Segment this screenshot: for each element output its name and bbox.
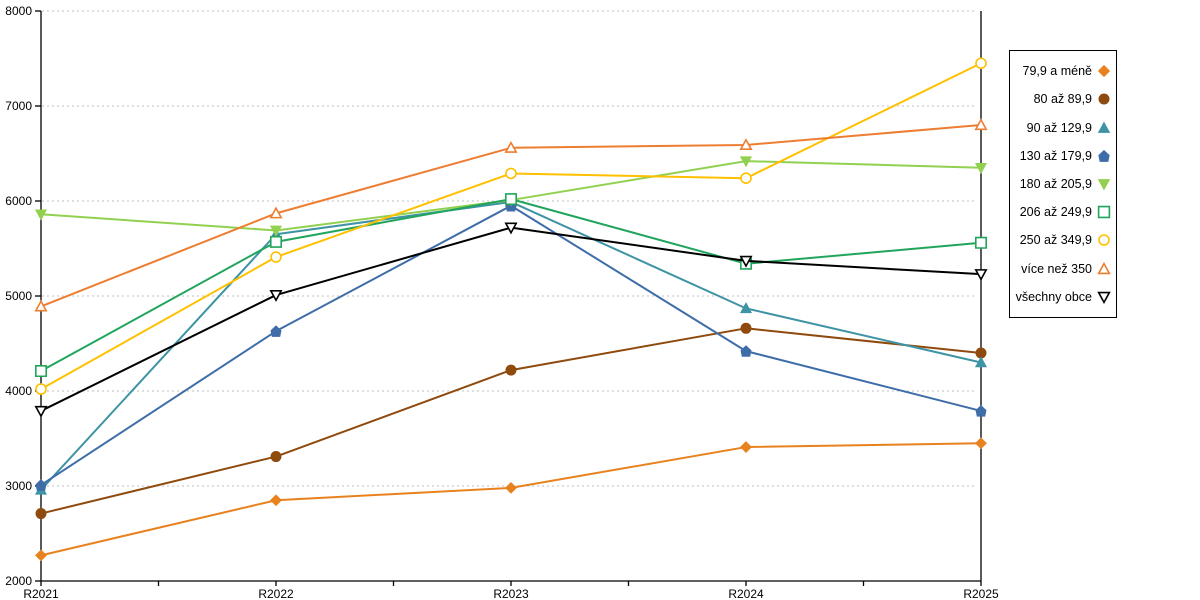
series-3-marker-triangle-up [739,302,753,314]
triangle-up-legend-marker-icon [1097,121,1111,133]
series-4-marker-pentagon [740,345,752,357]
circle-legend-marker-icon [1098,93,1110,105]
legend-label: 90 až 129,9 [1026,120,1092,135]
series-9-marker-triangle-down [269,289,283,302]
series-1-marker-diamond [35,549,47,562]
series-8-marker-triangle-up [269,206,283,219]
series-9-marker-triangle-down [974,269,988,282]
legend-item-9: všechny obce [1014,283,1111,311]
series-6-marker-square [975,236,987,249]
series-6-marker-square [35,365,47,378]
legend-label: 80 až 89,9 [1033,92,1092,107]
diamond-legend-marker-icon [1097,65,1111,78]
series-5-marker-triangle-down [739,156,753,168]
series-2-marker-circle [35,508,47,520]
legend-label: více než 350 [1021,261,1092,276]
series-7-marker-circle [35,383,47,395]
x-axis-tick-label: R2023 [493,587,529,600]
series-6-marker-square [270,235,282,248]
series-line-3 [40,200,982,491]
legend-item-4: 130 až 179,9 [1014,142,1111,170]
series-2-marker-circle [505,364,517,376]
series-line-4 [40,204,982,487]
series-1-marker-diamond [270,494,282,507]
y-axis-tick-label: 3000 [5,479,32,493]
series-6-marker-square [505,193,517,206]
x-axis-tick-label: R2021 [23,587,59,600]
legend-item-7: 250 až 349,9 [1014,226,1111,254]
y-axis-tick-label: 2000 [5,574,32,588]
legend-label: 130 až 179,9 [1019,148,1092,163]
series-3-marker-triangle-up [974,356,988,368]
legend-label: 180 až 205,9 [1019,176,1092,191]
y-axis-tick-label: 6000 [5,194,32,208]
circle-legend-marker-icon [1098,234,1110,247]
series-8-marker-triangle-up [34,299,48,312]
triangle-up-legend-marker-icon [1097,261,1111,274]
y-axis-tick-label: 8000 [5,4,32,18]
series-5-marker-triangle-down [974,162,988,174]
square-legend-marker-icon [1097,206,1111,219]
triangle-down-legend-marker-icon [1097,291,1111,304]
pentagon-legend-marker-icon [1098,149,1110,162]
triangle-down-legend-marker-icon [1097,179,1111,191]
series-9-marker-triangle-down [739,255,753,268]
series-2-marker-circle [740,322,752,334]
series-8-marker-triangle-up [974,118,988,131]
series-9-marker-triangle-down [34,405,48,418]
legend-label: 250 až 349,9 [1019,233,1092,248]
legend-item-5: 180 až 205,9 [1014,170,1111,198]
x-axis-tick-label: R2022 [258,587,294,600]
legend-label: 206 až 249,9 [1019,205,1092,220]
series-7-marker-circle [270,251,282,263]
series-4-marker-pentagon [975,405,987,417]
x-axis-tick-label: R2024 [728,587,764,600]
series-5-marker-triangle-down [34,209,48,221]
y-axis-tick-label: 4000 [5,384,32,398]
series-8-marker-triangle-up [739,138,753,151]
legend-item-1: 79,9 a méně [1014,57,1111,85]
legend-item-3: 90 až 129,9 [1014,114,1111,142]
series-7-marker-circle [975,57,987,70]
series-8-marker-triangle-up [504,140,518,153]
series-5-marker-triangle-down [269,225,283,237]
legend-label: 79,9 a méně [1022,64,1093,79]
series-7-marker-circle [505,167,517,180]
legend-item-6: 206 až 249,9 [1014,198,1111,226]
legend-item-2: 80 až 89,9 [1014,85,1111,113]
series-4-marker-pentagon [270,325,282,337]
legend-label: všechny obce [1015,289,1092,304]
x-axis-tick-label: R2025 [963,587,999,600]
y-axis-tick-label: 7000 [5,99,32,113]
series-1-marker-diamond [975,437,987,450]
series-9-marker-triangle-down [504,222,518,235]
series-1-marker-diamond [740,441,752,453]
series-7-marker-circle [740,172,752,184]
series-line-1 [40,442,982,557]
legend-item-8: více než 350 [1014,255,1111,283]
series-2-marker-circle [270,451,282,463]
series-1-marker-diamond [505,481,517,494]
chart-legend: 79,9 a méně 80 až 89,9 90 až 129,9 130 až 1… [1009,50,1117,318]
y-axis-tick-label: 5000 [5,289,32,303]
series-4-marker-pentagon [35,479,47,491]
